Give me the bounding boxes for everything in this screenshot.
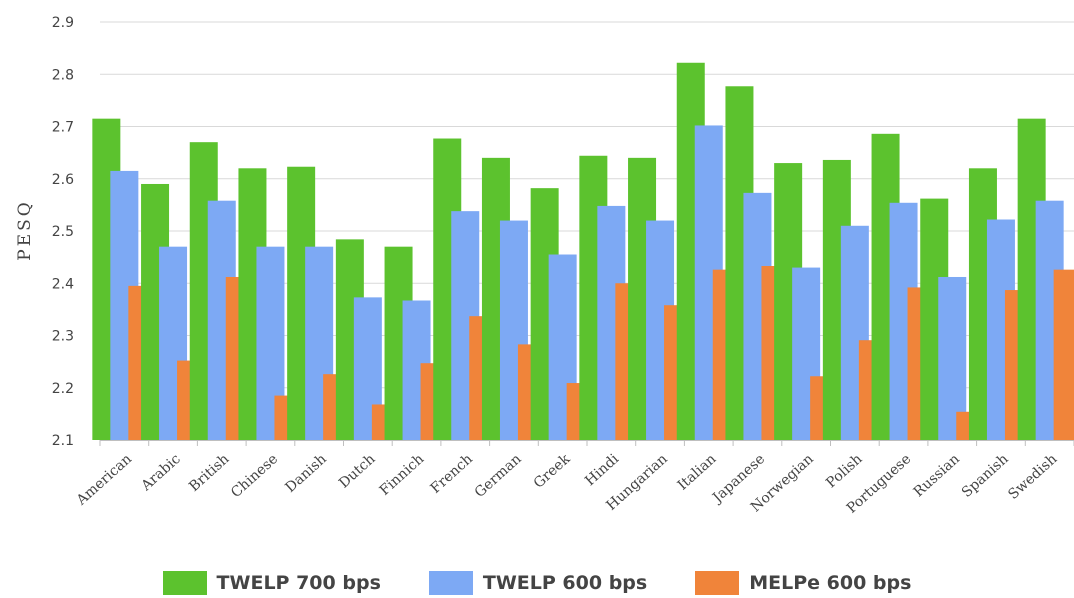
y-tick-label: 2.8: [52, 67, 74, 83]
x-tick-label-hindi: Hindi: [582, 451, 622, 489]
x-tick-label-italian: Italian: [675, 451, 720, 494]
x-tick-label-arabic: Arabic: [138, 451, 184, 495]
x-tick-label-chinese: Chinese: [228, 451, 281, 501]
legend-label-melpe-600: MELPe 600 bps: [749, 572, 912, 594]
x-tick-label-dutch: Dutch: [336, 451, 378, 491]
x-tick-label-russian: Russian: [911, 451, 963, 500]
x-tick-label-polish: Polish: [823, 451, 865, 491]
legend: TWELP 700 bps TWELP 600 bps MELPe 600 bp…: [0, 568, 1074, 598]
y-tick-label: 2.1: [52, 433, 74, 449]
x-tick-label-swedish: Swedish: [1005, 451, 1060, 503]
x-tick-label-danish: Danish: [282, 451, 329, 496]
y-axis-ticks: 2.1 2.2 2.3 2.4 2.5 2.6 2.7 2.8 2.9: [52, 15, 74, 449]
legend-label-twelp-700: TWELP 700 bps: [216, 572, 381, 594]
legend-swatch-twelp-700: [162, 571, 207, 595]
legend-swatch-melpe-600: [695, 571, 740, 595]
x-tick-label-finnich: Finnich: [377, 451, 428, 499]
x-tick-label-greek: Greek: [531, 451, 574, 492]
x-tick-label-french: French: [428, 451, 476, 497]
y-tick-label: 2.6: [52, 172, 74, 188]
bar-melpe-600-bps-swedish: [1053, 269, 1074, 440]
y-tick-label: 2.2: [52, 381, 74, 397]
x-tick-label-spanish: Spanish: [959, 451, 1012, 501]
legend-swatch-twelp-600: [428, 571, 473, 595]
bar-chart: 2.1 2.2 2.3 2.4 2.5 2.6 2.7 2.8 2.9 American Arab…: [15, 15, 1074, 517]
legend-item-melpe-600: MELPe 600 bps: [695, 571, 911, 595]
y-axis-title: PESQ: [15, 199, 35, 260]
y-tick-label: 2.3: [52, 329, 74, 345]
x-tick-label-british: British: [186, 451, 232, 495]
y-tick-label: 2.9: [52, 15, 74, 31]
legend-item-twelp-600: TWELP 600 bps: [428, 571, 648, 595]
legend-label-twelp-600: TWELP 600 bps: [482, 572, 648, 594]
y-tick-label: 2.5: [52, 224, 74, 240]
y-tick-label: 2.7: [52, 120, 74, 136]
y-tick-label: 2.4: [52, 276, 74, 292]
legend-item-twelp-700: TWELP 700 bps: [162, 571, 381, 595]
x-tick-label-american: American: [73, 451, 135, 509]
x-tick-label-german: German: [472, 451, 525, 501]
bars: [92, 62, 1074, 441]
